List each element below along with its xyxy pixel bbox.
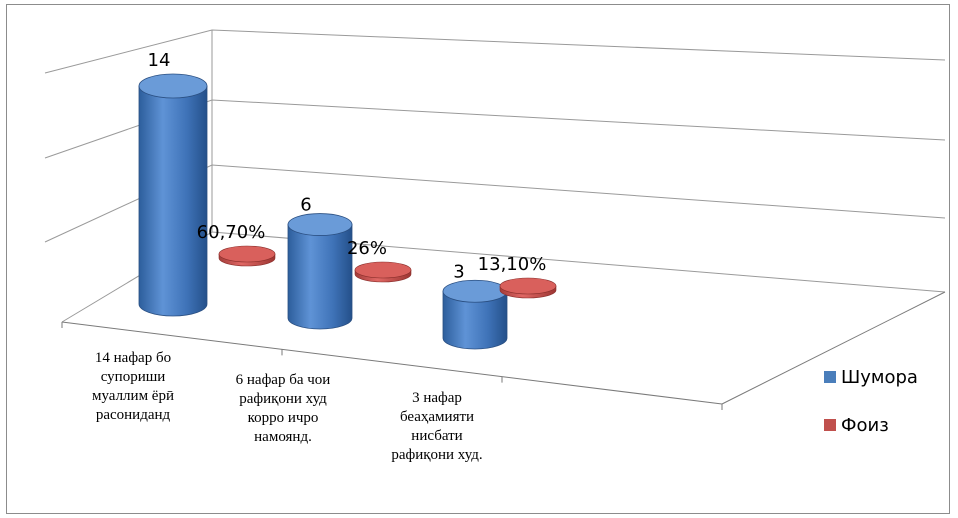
bar-count-top-0 [138, 73, 208, 99]
bar-count-top-1 [287, 213, 353, 236]
bar-percent-top-0 [218, 245, 276, 263]
gridline-0 [44, 29, 946, 74]
legend-label-percent: Фоиз [841, 414, 889, 436]
bar-count-body-0 [138, 85, 208, 317]
bar-percent-2 [499, 277, 557, 299]
data-label-count-2: 3 [453, 261, 464, 282]
legend-label-count: Шумора [841, 366, 918, 388]
category-label-0: 14 нафар бо супориши муаллим ёрӣ расониданд [92, 350, 174, 423]
floor-right-edge [721, 291, 946, 405]
bar-percent-0 [218, 245, 276, 267]
bar-percent-top-2 [499, 277, 557, 295]
legend-item-count: Шумора [824, 364, 918, 390]
bar-count-body-1 [287, 224, 353, 330]
data-label-count-0: 14 [148, 50, 171, 71]
category-axis [61, 321, 723, 405]
bar-percent-top-1 [354, 261, 412, 279]
data-label-percent-1: 26% [347, 238, 387, 259]
legend-swatch-count [824, 371, 836, 383]
bar-count-1 [287, 213, 353, 330]
bar-count-0 [138, 73, 208, 317]
category-label-2: 3 нафар беаҳамияти нисбати рафиқони худ. [391, 390, 482, 463]
chart-legend: Шумора Фоиз [824, 364, 918, 460]
category-label-1: 6 нафар ба чои рафиқони худ корро ичро намо… [236, 372, 331, 445]
bar-count-2 [442, 279, 508, 350]
legend-item-percent: Фоиз [824, 412, 918, 438]
legend-swatch-percent [824, 419, 836, 431]
bar-count-top-2 [442, 279, 508, 303]
bar-percent-1 [354, 261, 412, 283]
bar-count-body-2 [442, 290, 508, 350]
data-label-percent-0: 60,70% [197, 222, 266, 243]
data-label-percent-2: 13,10% [478, 254, 547, 275]
data-label-count-1: 6 [300, 195, 311, 216]
